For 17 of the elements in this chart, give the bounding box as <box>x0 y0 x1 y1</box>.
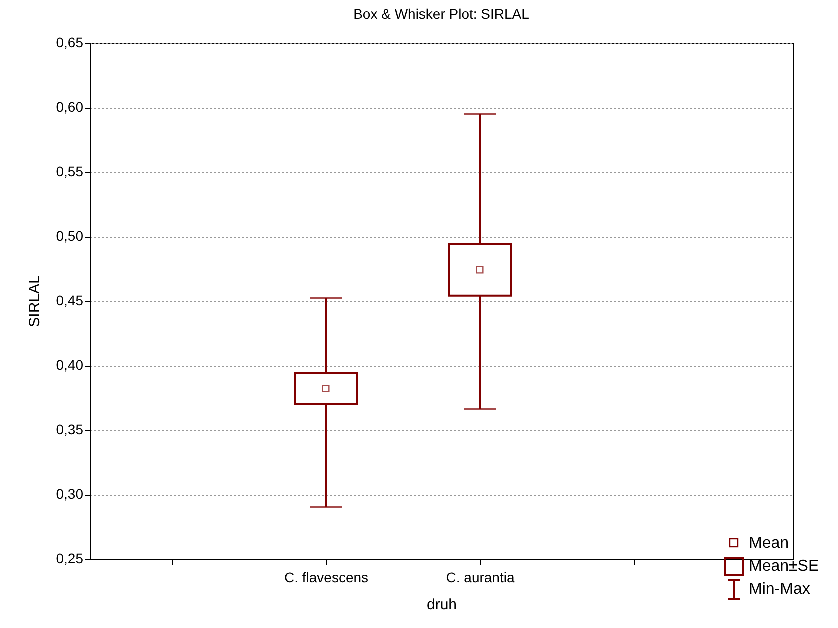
y-tick-label: 0,60 <box>56 99 84 115</box>
y-tick-label: 0,40 <box>56 357 84 373</box>
x-tick-label: C. flavescens <box>284 570 369 586</box>
annotation: Mean <box>749 534 790 552</box>
annotation: Mean±SE <box>749 558 820 576</box>
y-tick-label: 0,50 <box>56 228 84 244</box>
y-tick-label: 0,30 <box>56 486 84 502</box>
x-tick-label: C. aurantia <box>446 570 515 586</box>
y-tick-label: 0,25 <box>56 550 84 566</box>
y-tick-label: 0,55 <box>56 164 84 180</box>
y-tick-label: 0,65 <box>56 34 84 50</box>
y-axis-title: SIRLAL <box>26 276 44 328</box>
text: Min-Max <box>749 580 810 598</box>
y-tick-label: 0,45 <box>56 292 84 308</box>
x-axis-title: druh <box>426 596 458 614</box>
y-tick-label: 0,35 <box>56 422 84 438</box>
chart-title: Box & Whisker Plot: SIRLAL <box>354 6 530 22</box>
